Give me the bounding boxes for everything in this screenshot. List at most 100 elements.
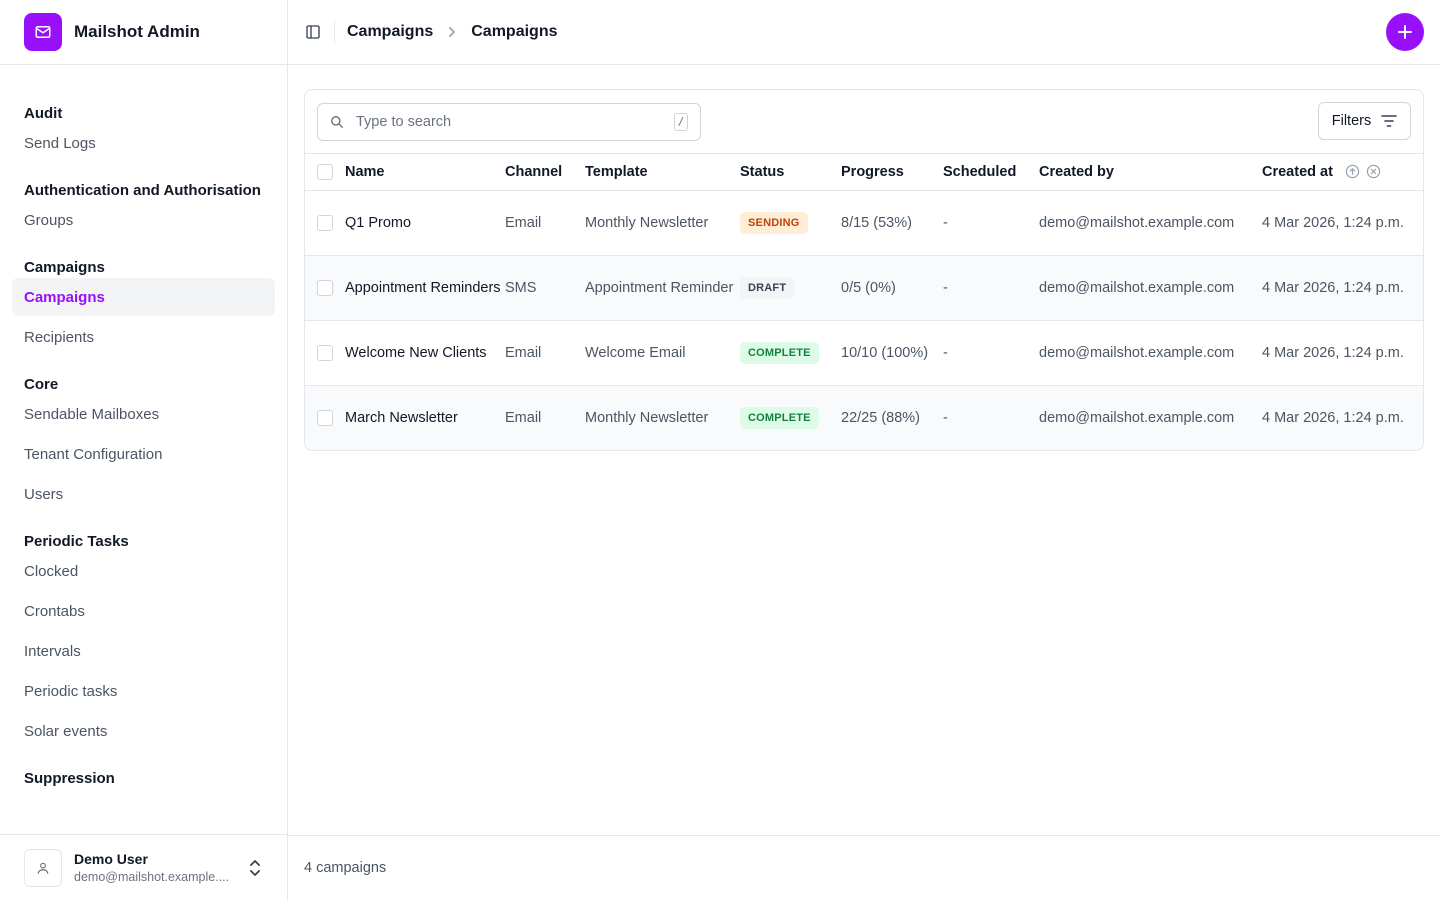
column-header-created-by[interactable]: Created by	[1039, 163, 1114, 180]
status-badge: SENDING	[740, 211, 808, 234]
sort-ascending-icon[interactable]	[1345, 164, 1360, 179]
sidebar-item-clocked[interactable]: Clocked	[24, 562, 79, 580]
created-at-cell: 4 Mar 2026, 1:24 p.m.	[1262, 214, 1404, 231]
sidebar-item-solar-events[interactable]: Solar events	[24, 722, 108, 740]
nav-heading: Suppression	[24, 770, 115, 787]
user-email: demo@mailshot.example....	[74, 870, 230, 884]
nav-group: Audit Send Logs	[12, 97, 275, 162]
row-checkbox[interactable]	[317, 344, 333, 361]
sidebar-item-intervals[interactable]: Intervals	[24, 642, 81, 660]
sidebar-item-sendable-mailboxes[interactable]: Sendable Mailboxes	[24, 405, 160, 423]
breadcrumb-campaigns-app[interactable]: Campaigns	[347, 23, 434, 40]
mail-icon	[24, 13, 62, 51]
nav-heading: Periodic Tasks	[24, 533, 129, 550]
table-row[interactable]: Welcome New Clients Email Welcome Email COM…	[305, 320, 1423, 385]
created-at-cell: 4 Mar 2026, 1:24 p.m.	[1262, 279, 1404, 296]
sidebar-item-periodic-tasks[interactable]: Periodic tasks	[24, 682, 118, 700]
row-checkbox[interactable]	[317, 409, 333, 426]
app-name: Mailshot Admin	[74, 22, 200, 41]
breadcrumb-campaigns-model: Campaigns	[471, 23, 558, 40]
created-by-cell: demo@mailshot.example.com	[1039, 279, 1235, 296]
filter-lines-icon	[1381, 115, 1398, 127]
campaign-name[interactable]: Appointment Reminders	[345, 279, 501, 296]
row-checkbox[interactable]	[317, 279, 333, 296]
column-header-name[interactable]: Name	[345, 163, 385, 180]
progress-cell: 0/5 (0%)	[841, 279, 896, 296]
search-box[interactable]: /	[317, 102, 701, 141]
column-header-channel[interactable]: Channel	[505, 163, 563, 180]
status-badge: COMPLETE	[740, 341, 819, 364]
template-cell: Welcome Email	[585, 344, 686, 361]
search-input[interactable]	[356, 113, 674, 130]
table-row[interactable]: March Newsletter Email Monthly Newsletter C…	[305, 385, 1423, 450]
nav-heading: Core	[24, 376, 59, 393]
campaign-name[interactable]: March Newsletter	[345, 409, 458, 426]
divider	[334, 21, 335, 43]
channel-cell: SMS	[505, 279, 537, 296]
user-menu[interactable]: Demo User demo@mailshot.example....	[0, 834, 287, 900]
campaigns-panel: / Filters Name Channel Template Status P…	[304, 89, 1424, 451]
filters-button[interactable]: Filters	[1318, 102, 1411, 140]
sidebar: Mailshot Admin Audit Send Logs Authenticat…	[0, 0, 288, 900]
result-count: 4 campaigns	[304, 860, 387, 876]
column-header-scheduled[interactable]: Scheduled	[943, 163, 1017, 180]
campaign-name[interactable]: Q1 Promo	[345, 214, 412, 231]
created-by-cell: demo@mailshot.example.com	[1039, 409, 1235, 426]
sidebar-item-users[interactable]: Users	[24, 485, 64, 503]
sidebar-toggle-icon[interactable]	[304, 23, 322, 41]
nav-group: Authentication and Authorisation Groups	[12, 174, 275, 239]
select-all-checkbox[interactable]	[317, 163, 333, 180]
table-row[interactable]: Appointment Reminders SMS Appointment Remi…	[305, 255, 1423, 320]
sidebar-item-campaigns[interactable]: Campaigns	[12, 278, 275, 316]
nav-heading: Authentication and Authorisation	[24, 182, 261, 199]
progress-cell: 8/15 (53%)	[841, 214, 912, 231]
column-header-created-at[interactable]: Created at	[1262, 163, 1333, 180]
nav-group: Core Sendable Mailboxes Tenant Configurati…	[12, 368, 275, 513]
sidebar-item-recipients[interactable]: Recipients	[24, 328, 95, 346]
search-icon	[330, 114, 346, 130]
channel-cell: Email	[505, 214, 542, 231]
channel-cell: Email	[505, 344, 542, 361]
created-at-cell: 4 Mar 2026, 1:24 p.m.	[1262, 409, 1404, 426]
template-cell: Appointment Reminder	[585, 279, 734, 296]
column-header-status[interactable]: Status	[740, 163, 785, 180]
channel-cell: Email	[505, 409, 542, 426]
sidebar-item-send-logs[interactable]: Send Logs	[24, 134, 96, 152]
progress-cell: 22/25 (88%)	[841, 409, 920, 426]
scheduled-cell: -	[943, 214, 948, 231]
nav-heading: Campaigns	[24, 259, 105, 276]
created-by-cell: demo@mailshot.example.com	[1039, 214, 1235, 231]
user-icon	[24, 848, 62, 887]
row-checkbox[interactable]	[317, 214, 333, 231]
campaigns-table: Name Channel Template Status Progress Sc…	[305, 154, 1423, 450]
template-cell: Monthly Newsletter	[585, 409, 709, 426]
clear-sort-icon[interactable]	[1366, 164, 1381, 179]
toolbar: / Filters	[305, 90, 1423, 154]
brand[interactable]: Mailshot Admin	[0, 0, 287, 65]
nav-heading: Audit	[24, 105, 63, 122]
nav-group: Periodic Tasks Clocked Crontabs Intervals Pe…	[12, 525, 275, 750]
chevron-up-down-icon[interactable]	[247, 858, 263, 878]
user-name: Demo User	[74, 851, 148, 867]
nav-group: Suppression	[12, 762, 275, 789]
template-cell: Monthly Newsletter	[585, 214, 709, 231]
created-by-cell: demo@mailshot.example.com	[1039, 344, 1235, 361]
table-header-row: Name Channel Template Status Progress Sc…	[305, 154, 1423, 190]
sidebar-item-crontabs[interactable]: Crontabs	[24, 602, 85, 620]
campaign-name[interactable]: Welcome New Clients	[345, 344, 487, 361]
status-badge: COMPLETE	[740, 406, 819, 429]
table-row[interactable]: Q1 Promo Email Monthly Newsletter SENDING 8/…	[305, 190, 1423, 255]
progress-cell: 10/10 (100%)	[841, 344, 929, 361]
sidebar-nav: Audit Send Logs Authentication and Authori…	[0, 65, 287, 835]
column-header-progress[interactable]: Progress	[841, 163, 904, 180]
add-campaign-button[interactable]	[1386, 13, 1424, 51]
chevron-right-icon	[447, 26, 457, 38]
nav-group: Campaigns Campaigns Recipients	[12, 251, 275, 356]
sidebar-item-tenant-configuration[interactable]: Tenant Configuration	[24, 445, 163, 463]
scheduled-cell: -	[943, 344, 948, 361]
sidebar-item-groups[interactable]: Groups	[24, 211, 74, 229]
status-badge: DRAFT	[740, 276, 795, 299]
search-shortcut-hint: /	[674, 112, 688, 131]
plus-icon	[1398, 25, 1412, 39]
column-header-template[interactable]: Template	[585, 163, 648, 180]
